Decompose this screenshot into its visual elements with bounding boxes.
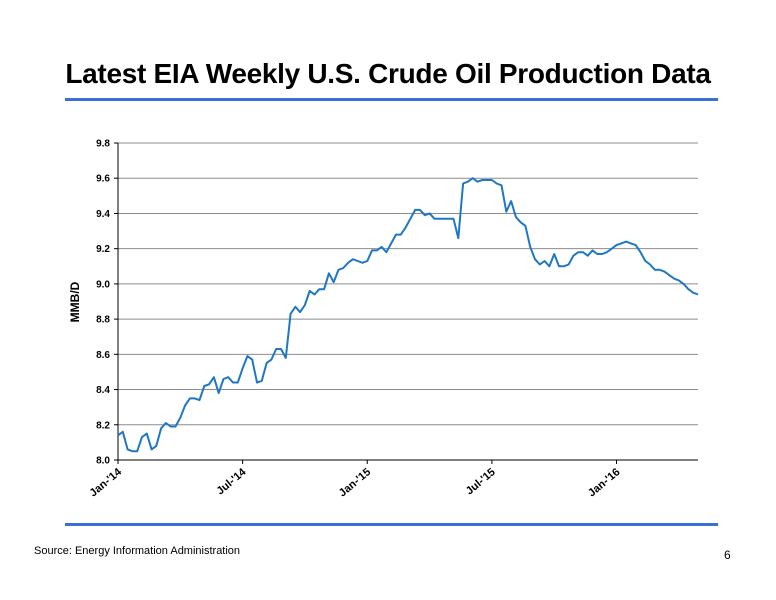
series-layer xyxy=(117,177,699,453)
page-title: Latest EIA Weekly U.S. Crude Oil Product… xyxy=(65,58,711,89)
x-tick-labels: Jan-'14 Jul-'14 Jan-'15 Jul-'15 Jan-'16 xyxy=(88,466,623,500)
y-tick-label: 9.6 xyxy=(96,174,110,185)
y-tick-label: 9.4 xyxy=(96,209,110,220)
x-tick-label: Jan-'14 xyxy=(88,466,125,500)
y-tick-label: 9.2 xyxy=(96,244,110,255)
x-tick-label: Jul-'15 xyxy=(464,466,498,497)
y-tick-label: 8.0 xyxy=(96,456,110,467)
footer-divider xyxy=(65,523,718,526)
y-axis-label: MMB/D xyxy=(68,281,82,322)
y-tick-label: 8.4 xyxy=(96,385,110,396)
y-tick-labels: 8.0 8.2 8.4 8.6 8.8 9.0 9.2 9.4 9.6 9.8 xyxy=(96,139,110,467)
y-tick-label: 9.0 xyxy=(96,279,110,290)
x-tick-label: Jul-'14 xyxy=(214,466,249,498)
series-line xyxy=(117,177,699,453)
y-tick-label: 8.6 xyxy=(96,350,110,361)
y-tick-label: 9.8 xyxy=(96,139,110,150)
gridlines xyxy=(118,142,698,426)
title-divider xyxy=(65,98,718,101)
page-number: 6 xyxy=(724,548,731,562)
y-tick-label: 8.2 xyxy=(96,420,110,431)
x-tick-label: Jan-'16 xyxy=(586,466,622,499)
x-tick-label: Jan-'15 xyxy=(337,466,373,499)
y-tick-label: 8.8 xyxy=(96,315,110,326)
axes xyxy=(114,142,698,464)
source-note: Source: Energy Information Administratio… xyxy=(34,545,241,557)
